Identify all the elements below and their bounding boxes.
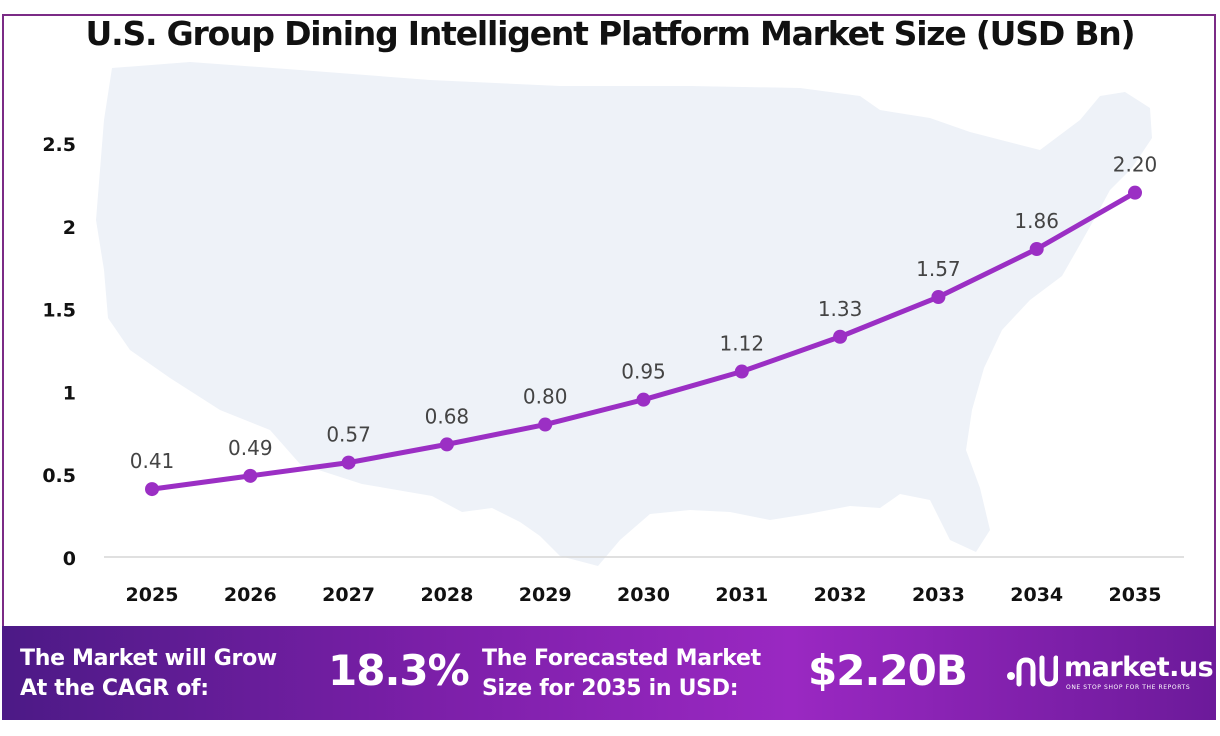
cagr-label: The Market will Grow At the CAGR of: xyxy=(20,646,277,701)
data-label: 1.86 xyxy=(1014,209,1059,233)
y-tick-label: 1 xyxy=(63,382,76,404)
data-point xyxy=(931,290,946,305)
summary-banner: The Market will Grow At the CAGR of: 18.… xyxy=(2,626,1216,720)
forecast-label: The Forecasted Market Size for 2035 in U… xyxy=(482,646,761,701)
x-tick-label: 2028 xyxy=(420,584,473,606)
data-label: 1.57 xyxy=(916,257,961,281)
y-tick-label: 0 xyxy=(63,548,76,570)
data-point xyxy=(439,437,454,452)
marketus-logo-tagline: ONE STOP SHOP FOR THE REPORTS xyxy=(1066,684,1191,691)
marketus-logo-name: market.us xyxy=(1064,652,1214,683)
data-point xyxy=(341,455,356,470)
x-tick-label: 2025 xyxy=(126,584,179,606)
x-tick-label: 2033 xyxy=(912,584,965,606)
data-label: 0.41 xyxy=(130,449,175,473)
x-tick-label: 2030 xyxy=(617,584,670,606)
data-point xyxy=(1128,185,1142,200)
data-label: 0.95 xyxy=(621,360,666,384)
x-tick-label: 2031 xyxy=(715,584,768,606)
data-point xyxy=(145,482,159,497)
marketus-logo: market.us ONE STOP SHOP FOR THE REPORTS xyxy=(1006,650,1214,698)
data-label: 2.20 xyxy=(1113,153,1158,177)
data-label: 1.33 xyxy=(818,297,863,321)
y-tick-label: 0.5 xyxy=(42,465,76,487)
cagr-value: 18.3% xyxy=(328,646,470,695)
y-tick-label: 1.5 xyxy=(42,300,76,322)
data-point xyxy=(538,417,553,432)
line-chart: 0 0.5 1 1.5 2 2.5 2025 2026 2027 2028 2029 2030 203… xyxy=(42,62,1184,606)
data-label: 0.68 xyxy=(425,404,470,428)
y-tick-label: 2 xyxy=(63,217,76,239)
data-label: 0.80 xyxy=(523,385,568,409)
x-tick-label: 2032 xyxy=(814,584,867,606)
data-label: 0.49 xyxy=(228,436,273,460)
x-tick-label: 2034 xyxy=(1010,584,1063,606)
forecast-value: $2.20B xyxy=(808,646,968,695)
data-label: 0.57 xyxy=(326,423,371,447)
data-point xyxy=(636,392,651,407)
x-tick-label: 2027 xyxy=(322,584,375,606)
data-point xyxy=(734,364,749,379)
usa-map-background xyxy=(96,62,1152,566)
x-tick-label: 2035 xyxy=(1109,584,1162,606)
y-tick-label: 2.5 xyxy=(42,134,76,156)
x-tick-label: 2029 xyxy=(519,584,572,606)
x-tick-label: 2026 xyxy=(224,584,277,606)
data-point xyxy=(833,329,848,344)
data-label: 1.12 xyxy=(720,332,765,356)
chart-title: U.S. Group Dining Intelligent Platform M… xyxy=(85,14,1136,53)
data-point xyxy=(243,468,258,483)
marketus-logo-icon xyxy=(1007,655,1058,687)
data-point xyxy=(1029,241,1044,256)
